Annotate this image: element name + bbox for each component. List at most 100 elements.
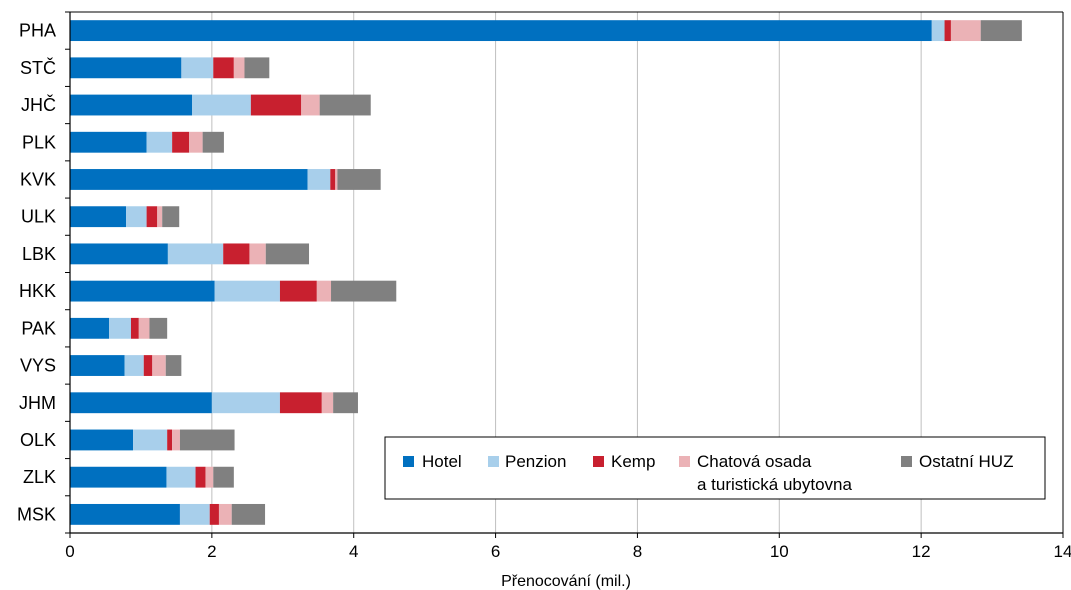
bar-ulk-kemp <box>146 206 158 228</box>
category-label-kvk: KVK <box>20 169 56 189</box>
bar-pha-kemp <box>944 20 951 42</box>
bar-ulk-chatova-osada-a-turisticka-ubytovna <box>157 206 163 228</box>
bar-plk-hotel <box>70 131 147 153</box>
legend-swatch-chatova-osada <box>679 456 690 467</box>
bar-kvk-kemp <box>330 169 336 190</box>
bar-hkk-penzion <box>214 280 280 302</box>
category-label-pha: PHA <box>19 21 56 41</box>
x-tick-label-4: 4 <box>349 542 358 561</box>
bar-kvk-chatova-osada-a-turisticka-ubytovna <box>335 169 338 190</box>
bar-kvk-hotel <box>70 169 308 190</box>
bar-stc-chatova-osada-a-turisticka-ubytovna <box>233 57 245 79</box>
bar-jhc-penzion <box>191 94 251 116</box>
bar-msk-kemp <box>209 503 219 525</box>
category-label-lbk: LBK <box>22 244 56 264</box>
axes-group <box>65 11 1064 538</box>
x-tick-label-0: 0 <box>65 542 74 561</box>
bar-kvk-penzion <box>307 169 331 190</box>
bar-vys-hotel <box>70 355 125 376</box>
category-label-ulk: ULK <box>21 207 56 227</box>
bar-pak-hotel <box>70 317 110 339</box>
bar-olk-hotel <box>70 429 134 451</box>
bar-pak-penzion <box>109 317 131 339</box>
category-label-plk: PLK <box>22 132 56 152</box>
x-tick-labels: 0 2 4 6 8 10 12 14 <box>65 542 1071 561</box>
bar-zlk-penzion <box>166 466 196 488</box>
bar-jhm-ostatni-huz <box>333 392 358 414</box>
legend-box <box>384 436 1046 500</box>
legend-swatch-penzion <box>488 456 499 467</box>
x-tick-label-14: 14 <box>1054 542 1071 561</box>
bar-msk-penzion <box>179 503 210 525</box>
bar-olk-penzion <box>133 429 168 451</box>
bar-ulk-hotel <box>70 206 127 228</box>
bar-jhc-chatova-osada-a-turisticka-ubytovna <box>301 94 320 116</box>
x-axis-title: Přenocování (mil.) <box>501 573 631 590</box>
category-label-hkk: HKK <box>19 281 56 301</box>
bar-olk-ostatni-huz <box>179 429 235 451</box>
category-label-olk: OLK <box>20 430 56 450</box>
category-label-jhc: JHČ <box>21 94 56 115</box>
legend-label-hotel: Hotel <box>422 452 462 471</box>
bar-hkk-ostatni-huz <box>331 280 397 302</box>
x-tick-label-6: 6 <box>491 542 500 561</box>
category-label-zlk: ZLK <box>23 467 56 487</box>
bar-plk-ostatni-huz <box>202 131 224 153</box>
legend-swatch-kemp <box>593 456 604 467</box>
x-tick-label-8: 8 <box>633 542 642 561</box>
bar-msk-chatova-osada-a-turisticka-ubytovna <box>218 503 232 525</box>
bar-pha-hotel <box>70 20 932 42</box>
legend-label-chatova-osada: Chatová osada <box>697 452 812 471</box>
bar-hkk-kemp <box>279 280 317 302</box>
bar-jhm-hotel <box>70 392 212 414</box>
x-tick-label-2: 2 <box>207 542 216 561</box>
bar-pha-penzion <box>931 20 945 42</box>
bar-msk-ostatni-huz <box>231 503 266 525</box>
bar-pak-kemp <box>130 317 139 339</box>
bar-jhc-ostatni-huz <box>319 94 371 116</box>
bar-pha-chatova-osada-a-turisticka-ubytovna <box>950 20 981 42</box>
x-tick-label-10: 10 <box>770 542 789 561</box>
bar-lbk-kemp <box>223 243 250 265</box>
category-label-stc: STČ <box>20 57 56 78</box>
bar-pak-chatova-osada-a-turisticka-ubytovna <box>138 317 150 339</box>
legend-swatch-ostatni-huz <box>901 456 912 467</box>
bar-hkk-chatova-osada-a-turisticka-ubytovna <box>316 280 332 302</box>
bar-plk-penzion <box>146 131 173 153</box>
bar-stc-hotel <box>70 57 182 79</box>
legend-label-kemp: Kemp <box>611 452 655 471</box>
bar-stc-kemp <box>213 57 234 79</box>
bar-zlk-ostatni-huz <box>213 466 234 488</box>
bar-jhc-kemp <box>250 94 302 116</box>
bar-jhm-kemp <box>279 392 322 414</box>
bar-kvk-ostatni-huz <box>337 169 381 190</box>
bar-vys-penzion <box>124 355 144 376</box>
category-label-msk: MSK <box>17 504 56 524</box>
legend-label-penzion: Penzion <box>505 452 566 471</box>
bar-jhm-penzion <box>211 392 280 414</box>
category-label-pak: PAK <box>21 318 56 338</box>
bar-olk-kemp <box>167 429 173 451</box>
x-tick-label-12: 12 <box>912 542 931 561</box>
bar-stc-ostatni-huz <box>244 57 270 79</box>
legend-label-ostatni-huz: Ostatní HUZ <box>919 452 1013 471</box>
legend: Hotel Penzion Kemp Chatová osada a turis… <box>384 436 1046 500</box>
bar-vys-kemp <box>143 355 153 376</box>
bar-msk-hotel <box>70 503 180 525</box>
bar-zlk-kemp <box>195 466 206 488</box>
bars-group <box>70 20 1022 525</box>
bar-olk-chatova-osada-a-turisticka-ubytovna <box>172 429 180 451</box>
bar-jhc-hotel <box>70 94 192 116</box>
legend-label-turisticka-ubytovna: a turistická ubytovna <box>697 475 853 494</box>
category-labels: PHA STČ JHČ PLK KVK ULK LBK HKK PAK VYS JHM OLK ZLK M… <box>17 21 56 525</box>
bar-ulk-ostatni-huz <box>162 206 180 228</box>
bar-jhm-chatova-osada-a-turisticka-ubytovna <box>321 392 334 414</box>
bar-lbk-ostatni-huz <box>265 243 310 265</box>
category-label-jhm: JHM <box>19 393 56 413</box>
bar-plk-kemp <box>172 131 190 153</box>
bar-lbk-hotel <box>70 243 168 265</box>
bar-lbk-penzion <box>167 243 224 265</box>
bar-zlk-chatova-osada-a-turisticka-ubytovna <box>205 466 214 488</box>
bar-stc-penzion <box>181 57 214 79</box>
